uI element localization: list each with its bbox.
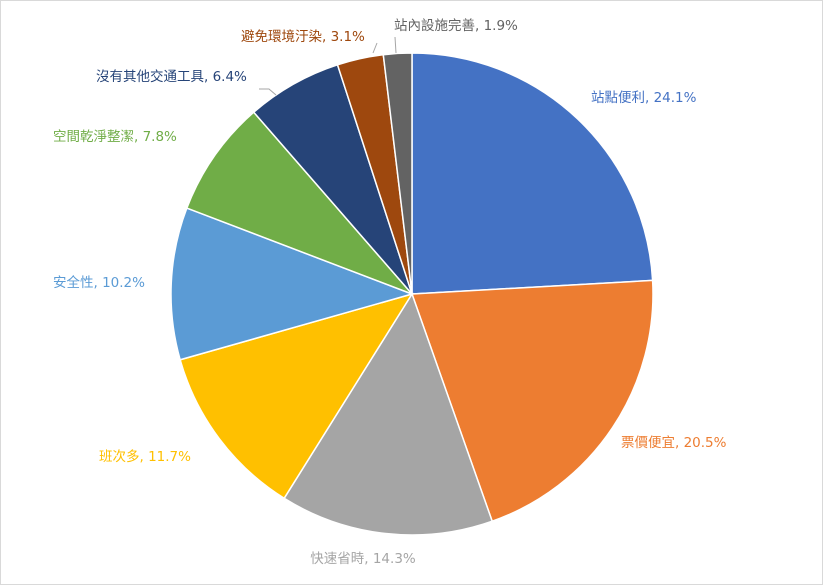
pie-slice (382, 52, 413, 295)
slice-data-label: 沒有其他交通工具, 6.4% (96, 68, 247, 85)
pie-slice (410, 279, 654, 523)
leader-line (372, 42, 378, 54)
slice-data-label: 快速省時, 14.3% (310, 551, 416, 567)
slice-data-label: 站內設施完善, 1.9% (394, 18, 518, 34)
leader-line (394, 36, 397, 54)
pie-slice (170, 207, 415, 361)
leader-line (259, 88, 277, 96)
pie-slice (185, 111, 413, 295)
slice-data-label: 站點便利, 24.1% (591, 90, 697, 106)
slice-data-label: 班次多, 11.7% (99, 448, 191, 465)
slice-data-label: 避免環境汙染, 3.1% (241, 29, 365, 45)
slice-data-label: 票價便宜, 20.5% (621, 435, 727, 451)
slice-data-label: 安全性, 10.2% (53, 274, 145, 291)
pie-slice (179, 292, 414, 500)
pie-slice (411, 52, 654, 295)
slice-data-label: 空間乾淨整潔, 7.8% (53, 129, 177, 145)
pie-slice (283, 292, 494, 536)
